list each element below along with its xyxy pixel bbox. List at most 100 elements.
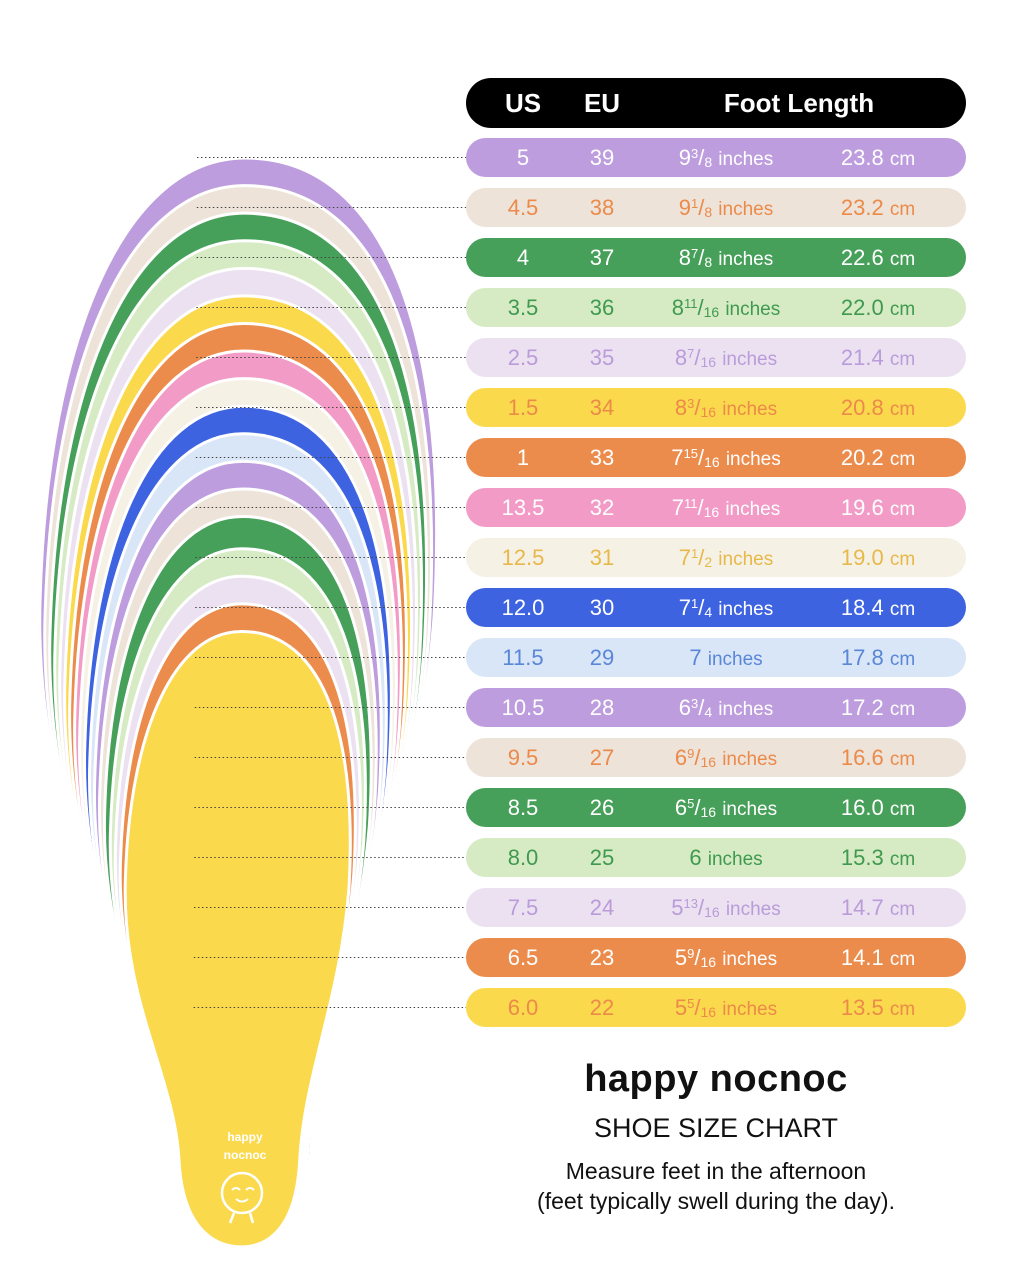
us-size: 11.5 xyxy=(502,645,544,670)
inches-denominator: 16 xyxy=(700,804,717,820)
inches-whole: 7 xyxy=(671,445,684,470)
cm-value: 17.2 xyxy=(840,695,884,720)
inches-numerator: 9 xyxy=(687,946,695,961)
table-row: 1.5 34 83/16 inches 20.8 cm xyxy=(466,388,966,427)
eu-size: 39 xyxy=(589,145,615,170)
table-row: 7.5 24 513/16 inches 14.7 cm xyxy=(466,888,966,927)
inches-numerator: 11 xyxy=(684,496,698,511)
table-row: 5 39 93/8 inches 23.8 cm xyxy=(466,138,966,177)
us-size: 4 xyxy=(516,245,530,270)
inches-denominator: 8 xyxy=(704,204,713,220)
foot-length-cm: 15.3 cm xyxy=(818,838,938,879)
table-row: 2.5 35 87/16 inches 21.4 cm xyxy=(466,338,966,377)
inches-numerator: 3 xyxy=(687,396,695,411)
inches-whole: 9 xyxy=(678,195,692,220)
inches-denominator: 2 xyxy=(704,554,713,570)
inches-unit: inches xyxy=(725,899,781,920)
table-row: 9.5 27 69/16 inches 16.6 cm xyxy=(466,738,966,777)
us-size: 6.0 xyxy=(507,995,539,1020)
inches-unit: inches xyxy=(722,399,778,420)
inches-denominator: 16 xyxy=(700,1004,717,1020)
inches-unit: inches xyxy=(707,849,763,870)
inches-unit: inches xyxy=(718,199,774,220)
eu-size: 33 xyxy=(589,445,615,470)
foot-length-inches: 87/16 inches xyxy=(674,345,778,370)
eu-size: 35 xyxy=(589,345,615,370)
table-row: 12.0 30 71/4 inches 18.4 cm xyxy=(466,588,966,627)
inches-whole: 6 xyxy=(674,745,688,770)
inches-denominator: 16 xyxy=(700,404,717,420)
table-row: 8.0 25 6 inches 15.3 cm xyxy=(466,838,966,877)
foot-length-cm: 22.0 cm xyxy=(818,288,938,329)
inches-unit: inches xyxy=(722,949,778,970)
inches-whole: 5 xyxy=(671,895,684,920)
cm-value: 18.4 xyxy=(840,595,884,620)
foot-length-inches: 711/16 inches xyxy=(671,495,781,520)
eu-size: 37 xyxy=(589,245,615,270)
table-row: 6.5 23 59/16 inches 14.1 cm xyxy=(466,938,966,977)
cm-unit: cm xyxy=(889,649,916,670)
cm-value: 22.6 xyxy=(840,245,884,270)
inches-numerator: 3 xyxy=(691,146,699,161)
insole-size-illustration xyxy=(38,156,439,1254)
eu-size: 24 xyxy=(589,895,615,920)
inches-unit: inches xyxy=(725,499,781,520)
eu-size: 26 xyxy=(589,795,615,820)
inches-unit: inches xyxy=(722,349,778,370)
inches-whole: 8 xyxy=(674,345,688,370)
inches-denominator: 16 xyxy=(704,904,720,920)
us-size: 6.5 xyxy=(507,945,539,970)
logo-text-nocnoc: nocnoc xyxy=(223,1148,267,1162)
foot-length-inches: 59/16 inches xyxy=(674,945,778,970)
foot-length-cm: 23.8 cm xyxy=(818,138,938,179)
inches-unit: inches xyxy=(725,299,781,320)
foot-length-inches: 71/4 inches xyxy=(678,595,774,620)
table-header: US EU Foot Length xyxy=(466,78,966,128)
inches-unit: inches xyxy=(722,999,778,1020)
us-size: 1 xyxy=(516,445,530,470)
header-us: US xyxy=(504,88,542,118)
cm-unit: cm xyxy=(889,799,916,820)
eu-size: 29 xyxy=(589,645,615,670)
foot-length-cm: 17.2 cm xyxy=(818,688,938,729)
cm-value: 13.5 xyxy=(840,995,884,1020)
cm-unit: cm xyxy=(889,599,916,620)
eu-size: 27 xyxy=(589,745,615,770)
cm-value: 23.2 xyxy=(840,195,884,220)
foot-length-cm: 20.2 cm xyxy=(818,438,938,479)
eu-size: 28 xyxy=(589,695,615,720)
eu-size: 32 xyxy=(589,495,615,520)
inches-unit: inches xyxy=(718,149,774,170)
cm-unit: cm xyxy=(889,199,916,220)
inches-unit: inches xyxy=(718,549,774,570)
us-size: 3.5 xyxy=(507,295,539,320)
us-size: 9.5 xyxy=(507,745,539,770)
cm-unit: cm xyxy=(889,399,916,420)
inches-denominator: 4 xyxy=(704,704,713,720)
inches-whole: 6 xyxy=(674,795,688,820)
measure-note-line1: Measure feet in the afternoon xyxy=(565,1158,867,1184)
inches-unit: inches xyxy=(722,749,778,770)
insole-outline xyxy=(123,629,352,1249)
measure-note-line2: (feet typically swell during the day). xyxy=(537,1188,895,1214)
table-row: 6.0 22 55/16 inches 13.5 cm xyxy=(466,988,966,1027)
foot-length-inches: 65/16 inches xyxy=(674,795,778,820)
cm-value: 14.1 xyxy=(840,945,884,970)
foot-length-cm: 18.4 cm xyxy=(818,588,938,629)
cm-value: 23.8 xyxy=(840,145,884,170)
cm-unit: cm xyxy=(889,849,916,870)
foot-length-cm: 14.7 cm xyxy=(818,888,938,929)
cm-value: 17.8 xyxy=(840,645,884,670)
brand-name: happy nocnoc xyxy=(584,1058,848,1100)
inches-numerator: 1 xyxy=(691,546,699,561)
foot-length-inches: 69/16 inches xyxy=(674,745,778,770)
inches-unit: inches xyxy=(725,449,781,470)
table-row: 4.5 38 91/8 inches 23.2 cm xyxy=(466,188,966,227)
cm-unit: cm xyxy=(889,999,916,1020)
table-row: 4 37 87/8 inches 22.6 cm xyxy=(466,238,966,277)
inches-whole: 6 xyxy=(678,695,692,720)
cm-unit: cm xyxy=(889,349,916,370)
inches-whole: 7 xyxy=(671,495,684,520)
inches-whole: 7 xyxy=(689,645,702,670)
eu-size: 22 xyxy=(589,995,615,1020)
